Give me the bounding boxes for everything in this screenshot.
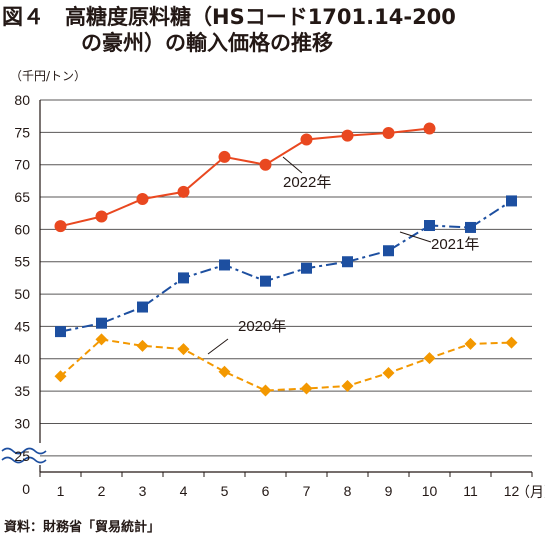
series-label-2021年: 2021年 xyxy=(431,236,479,253)
data-point-2020年-6 xyxy=(259,384,272,397)
data-point-2020年-5 xyxy=(218,365,231,378)
data-point-2022年-5 xyxy=(218,150,231,163)
source-note: 資料：財務省「貿易統計」 xyxy=(4,520,161,535)
y-axis-unit: （千円/トン） xyxy=(10,69,87,83)
data-point-2021年-8 xyxy=(342,256,353,268)
y-tick-label-70: 70 xyxy=(14,157,30,173)
y-tick-label-80: 80 xyxy=(14,92,30,108)
series-label-leader-2020年 xyxy=(207,338,229,355)
y-tick-label-30: 30 xyxy=(14,415,30,431)
series-group xyxy=(54,122,518,397)
series-label-leader-2022年 xyxy=(282,156,303,174)
y-axis-tick-labels: 80 75 70 65 60 55 50 45 40 35 30 25 0 xyxy=(14,92,30,497)
x-tick-label-1: 1 xyxy=(57,483,65,499)
x-tick-label-2: 2 xyxy=(98,483,106,499)
x-tick-label-11: 11 xyxy=(463,483,478,499)
data-point-2021年-7 xyxy=(301,262,312,274)
data-point-2022年-8 xyxy=(341,129,354,142)
data-point-2022年-9 xyxy=(382,126,395,139)
data-point-2020年-7 xyxy=(300,382,313,395)
series-label-2022年: 2022年 xyxy=(283,174,331,191)
grid-lines xyxy=(40,99,532,457)
series-line-2022年 xyxy=(60,127,430,228)
x-tick-label-4: 4 xyxy=(180,483,188,499)
data-point-2020年-10 xyxy=(423,352,436,365)
series-2020年 xyxy=(54,333,518,397)
y-tick-label-35: 35 xyxy=(14,383,30,399)
x-tick-label-6: 6 xyxy=(262,483,270,499)
data-point-2022年-6 xyxy=(259,158,272,171)
data-point-2020年-4 xyxy=(177,343,190,356)
data-point-2020年-1 xyxy=(54,370,67,383)
data-point-2021年-3 xyxy=(137,301,148,313)
data-point-2022年-3 xyxy=(136,192,149,205)
axes xyxy=(1,100,533,477)
y-tick-label-65: 65 xyxy=(14,189,30,205)
data-point-2022年-2 xyxy=(95,210,108,223)
data-point-2020年-9 xyxy=(382,367,395,380)
data-point-2021年-10 xyxy=(424,220,435,232)
x-tick-label-8: 8 xyxy=(344,483,352,499)
data-point-2022年-1 xyxy=(54,220,67,233)
data-point-2022年-7 xyxy=(300,133,313,146)
series-labels: 2020年 2021年 2022年 xyxy=(207,156,479,355)
series-label-2020年: 2020年 xyxy=(238,318,286,335)
series-label-leader-2021年 xyxy=(399,231,432,243)
data-point-2020年-12 xyxy=(505,336,518,349)
x-tick-label-7: 7 xyxy=(303,483,311,499)
data-point-2021年-6 xyxy=(260,275,271,287)
data-point-2020年-3 xyxy=(136,339,149,352)
y-tick-label-0: 0 xyxy=(22,481,30,497)
series-2021年 xyxy=(55,195,517,338)
data-point-2021年-2 xyxy=(96,317,107,329)
y-tick-label-55: 55 xyxy=(14,254,30,270)
data-point-2021年-9 xyxy=(383,245,394,257)
series-line-2021年 xyxy=(60,200,513,333)
data-point-2021年-11 xyxy=(465,221,476,233)
x-tick-label-9: 9 xyxy=(385,483,393,499)
y-tick-label-75: 75 xyxy=(14,124,30,140)
series-line-2020年 xyxy=(59,338,512,392)
data-point-2020年-2 xyxy=(95,333,108,346)
data-point-2020年-11 xyxy=(464,337,477,350)
y-tick-label-40: 40 xyxy=(14,351,30,367)
series-2022年 xyxy=(54,122,436,233)
x-axis-unit-label: （月） xyxy=(516,484,545,500)
chart-title-line1: 図４ 高糖度原料糖（HSコード1701.14-200 xyxy=(2,5,456,29)
data-point-2021年-12 xyxy=(506,195,517,207)
axis-break-wave-top xyxy=(1,447,47,455)
axis-break-wave-bottom xyxy=(1,456,47,464)
data-point-2021年-1 xyxy=(55,326,66,338)
chart-title: 図４ 高糖度原料糖（HSコード1701.14-200 の豪州）の輸入価格の推移 xyxy=(2,4,543,56)
y-tick-label-60: 60 xyxy=(14,221,30,237)
data-point-2020年-8 xyxy=(341,379,354,392)
x-tick-label-5: 5 xyxy=(221,483,229,499)
data-point-2022年-4 xyxy=(177,185,190,198)
y-tick-label-50: 50 xyxy=(14,286,30,302)
y-tick-label-45: 45 xyxy=(14,318,30,334)
x-tick-label-3: 3 xyxy=(139,483,147,499)
y-tick-label-25: 25 xyxy=(14,448,30,464)
x-tick-label-10: 10 xyxy=(422,483,438,499)
data-point-2022年-10 xyxy=(423,122,436,135)
x-tick-label-12: 12 xyxy=(504,483,520,499)
chart-title-line2: の豪州）の輸入価格の推移 xyxy=(81,31,333,55)
data-point-2021年-4 xyxy=(178,272,189,284)
data-point-2021年-5 xyxy=(219,259,230,271)
